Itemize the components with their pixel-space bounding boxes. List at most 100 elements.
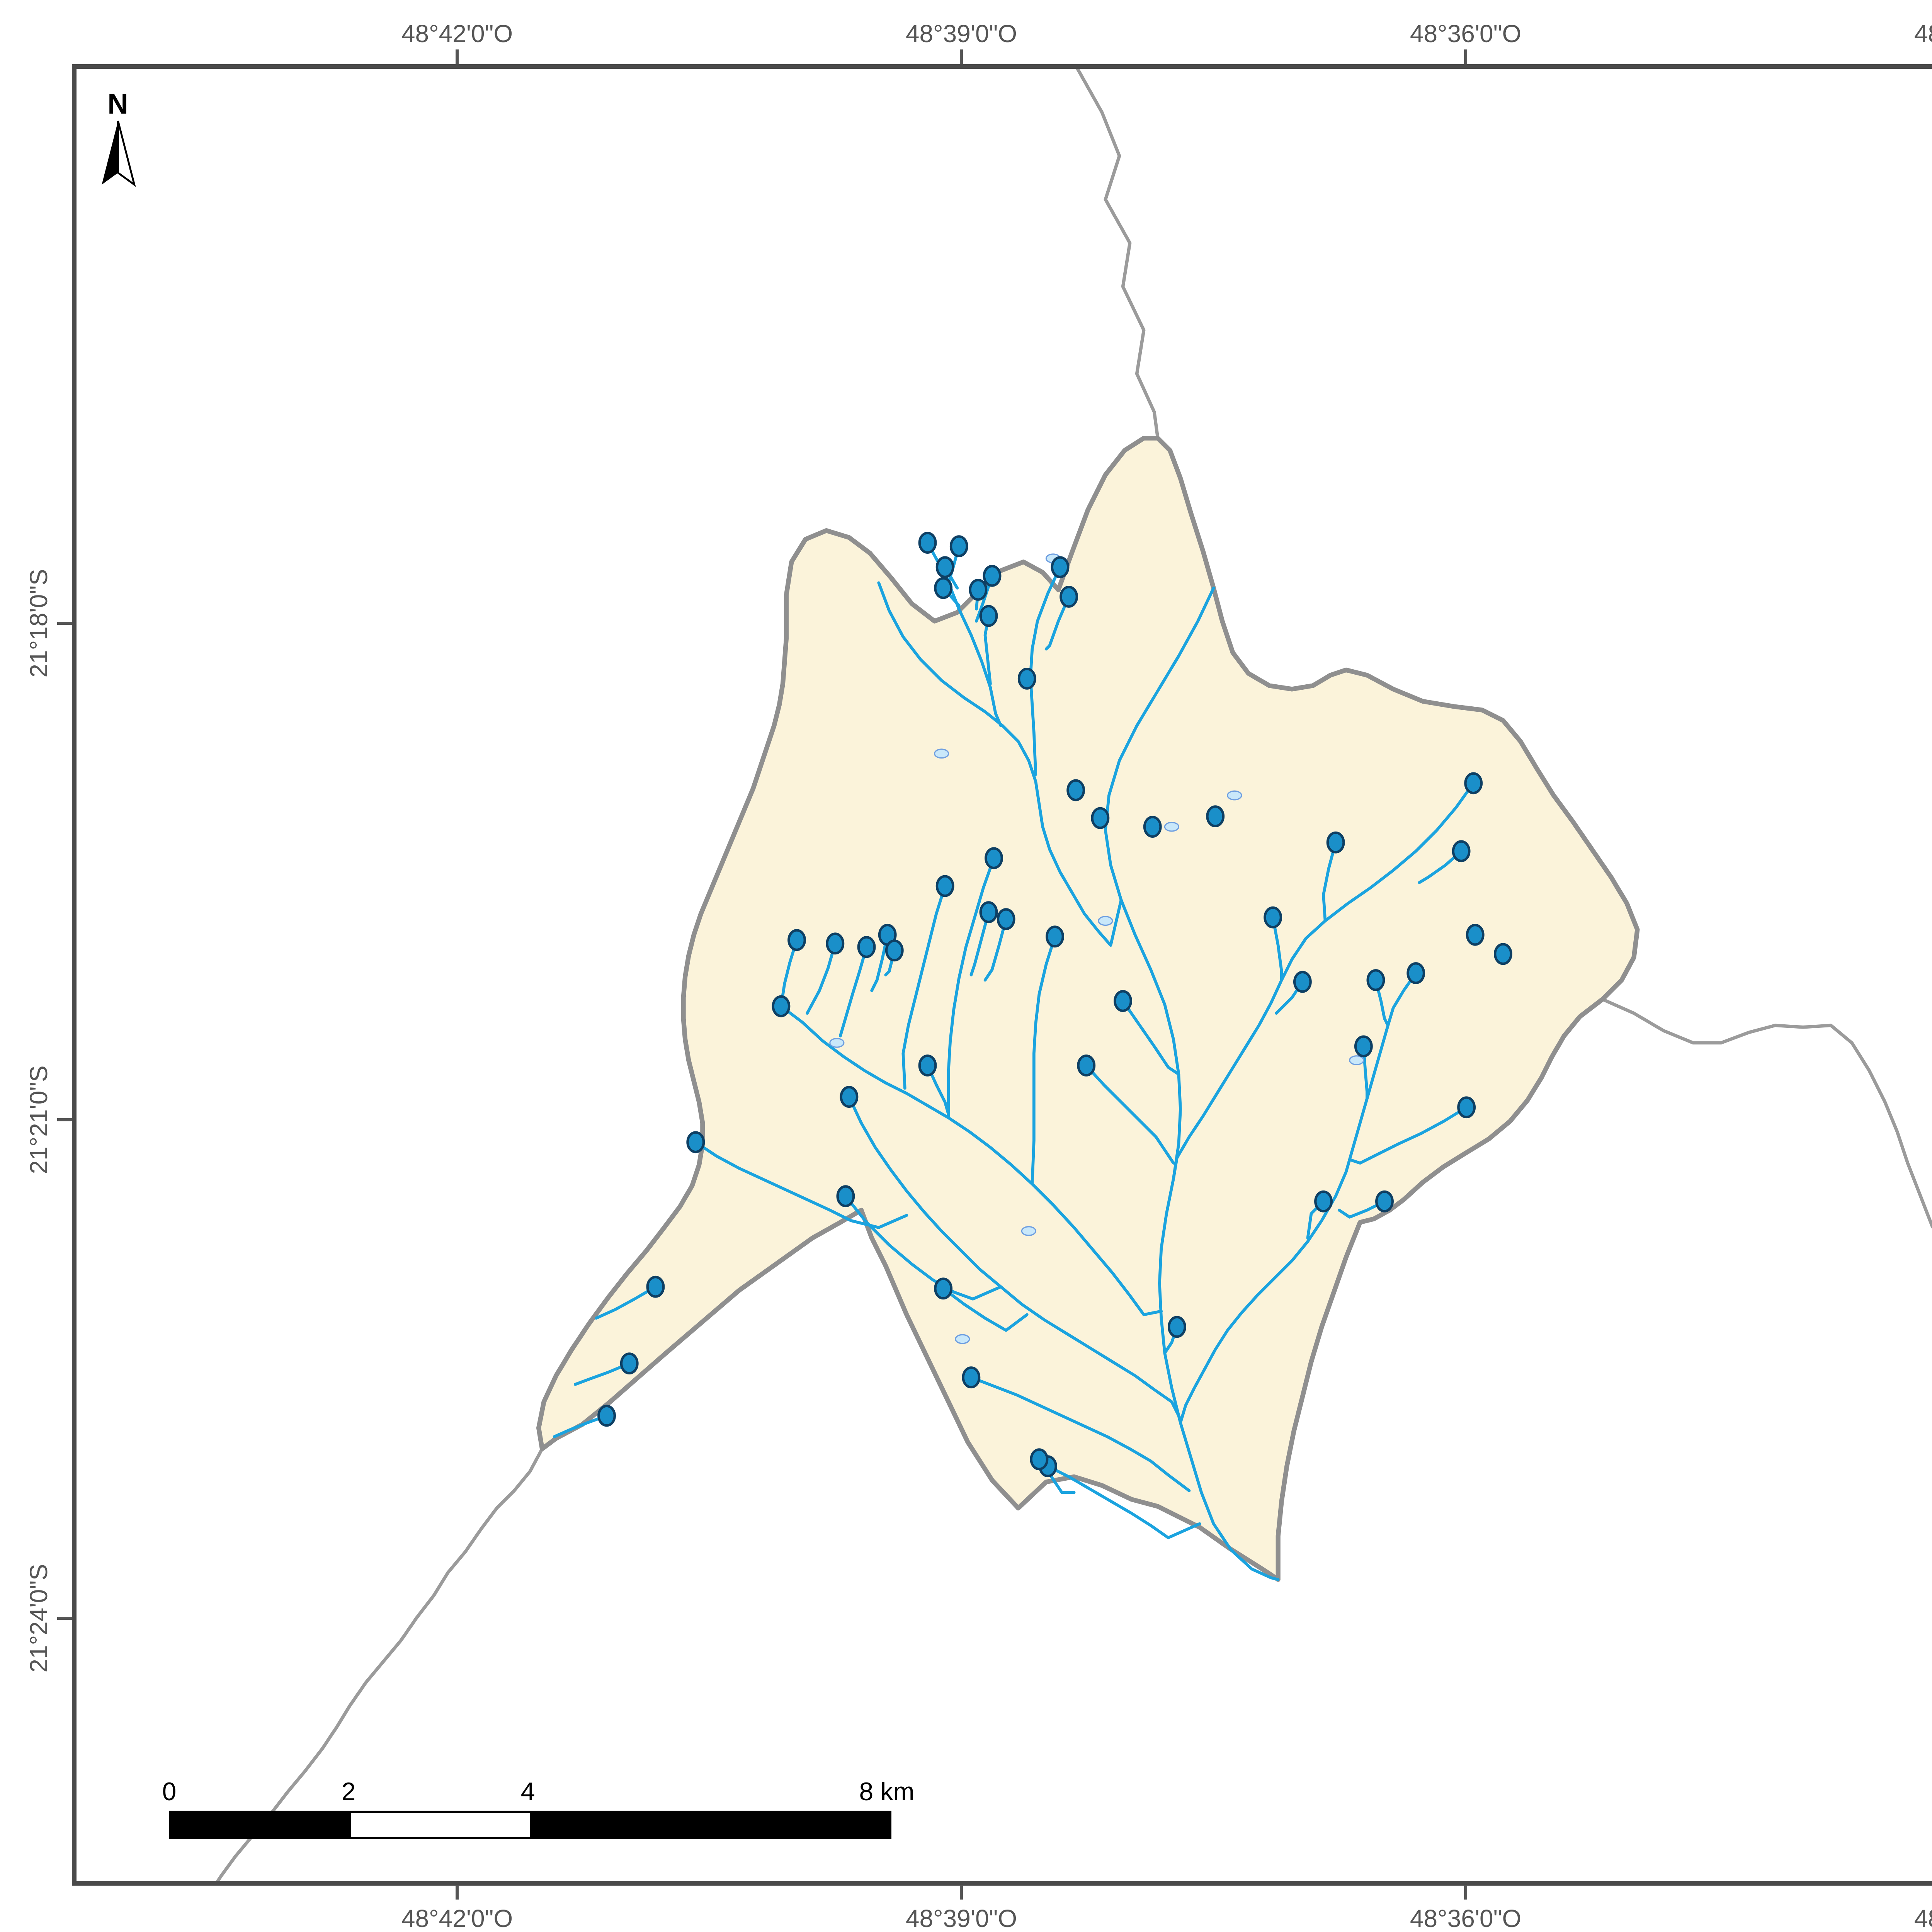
- water-body: [829, 1038, 845, 1048]
- spring-point: [934, 577, 953, 599]
- spring-point: [1206, 805, 1225, 828]
- river: [1044, 595, 1070, 651]
- river: [947, 581, 1002, 727]
- water-body: [1021, 1226, 1036, 1236]
- spring-point: [1060, 586, 1078, 608]
- spring-point: [983, 565, 1002, 587]
- tick: [456, 49, 459, 64]
- neighbor-boundary: [1076, 69, 1160, 440]
- spring-point: [620, 1352, 639, 1375]
- river: [573, 1362, 631, 1386]
- scale-label: 0: [162, 1777, 177, 1806]
- municipal-boundary: [536, 435, 1640, 1582]
- spring-point: [935, 875, 954, 897]
- scale-bar: 0 2 4 8 km: [162, 1777, 942, 1904]
- scale-label: 4: [520, 1777, 535, 1806]
- map-canvas[interactable]: N 0 2 4 8 km: [72, 64, 1932, 1886]
- spring-point: [1091, 807, 1110, 829]
- spring-point: [1066, 779, 1085, 801]
- spring-point: [1314, 1190, 1333, 1213]
- river: [779, 1005, 1163, 1316]
- spring-point: [1293, 971, 1312, 993]
- spring-point: [962, 1366, 981, 1389]
- spring-point: [1366, 969, 1385, 991]
- river: [1271, 916, 1283, 982]
- river: [1031, 935, 1056, 1185]
- tick: [57, 622, 72, 625]
- longitude-label: 48°36'0"O: [1410, 20, 1522, 48]
- spring-point: [1326, 831, 1345, 854]
- neighbor-boundary: [1600, 997, 1932, 1229]
- river: [1046, 1464, 1201, 1539]
- scale-bar-graphic: [169, 1811, 891, 1839]
- scale-segment: [351, 1813, 530, 1837]
- tick: [57, 1118, 72, 1121]
- tick: [960, 49, 963, 64]
- spring-point: [840, 1086, 859, 1108]
- spring-point: [1051, 556, 1070, 578]
- tick: [1464, 1885, 1467, 1900]
- spring-point: [918, 1054, 937, 1077]
- river: [779, 938, 798, 1008]
- spring-point: [1143, 816, 1162, 838]
- spring-point: [1264, 906, 1282, 929]
- water-body: [1227, 790, 1242, 801]
- spring-point: [1354, 1035, 1373, 1058]
- river: [942, 1287, 1029, 1332]
- spring-point: [985, 847, 1003, 869]
- river: [1348, 1105, 1468, 1165]
- river: [983, 917, 1008, 982]
- longitude-label: 48°39'0"O: [905, 20, 1017, 48]
- spring-point: [935, 556, 954, 578]
- spring-point: [836, 1185, 855, 1208]
- scale-label: 2: [341, 1777, 356, 1806]
- tick: [456, 1885, 459, 1900]
- scale-label: 8 km: [859, 1777, 915, 1806]
- longitude-label: 48°36'0"O: [1410, 1905, 1522, 1932]
- river: [1386, 971, 1418, 1027]
- spring-point: [1077, 1054, 1096, 1077]
- river: [870, 933, 889, 992]
- river: [1121, 999, 1180, 1076]
- north-label: N: [107, 88, 128, 120]
- river: [1029, 565, 1062, 776]
- river: [595, 1285, 657, 1320]
- river: [839, 946, 868, 1037]
- water-body: [1164, 821, 1180, 832]
- tick: [1464, 49, 1467, 64]
- spring-point: [1406, 962, 1425, 984]
- spring-point: [646, 1276, 665, 1298]
- spring-point: [1030, 1448, 1049, 1471]
- river: [969, 910, 990, 976]
- river: [1362, 1045, 1369, 1100]
- river: [1322, 841, 1337, 923]
- hydrography-map[interactable]: [77, 69, 1932, 1881]
- spring-point: [934, 1277, 953, 1300]
- river: [1179, 1024, 1389, 1424]
- spring-point: [826, 932, 845, 955]
- spring-point: [979, 901, 998, 923]
- spring-point: [1464, 772, 1483, 794]
- spring-point: [1452, 840, 1471, 862]
- river: [947, 857, 995, 1119]
- longitude-label: 48°39'0"O: [905, 1905, 1017, 1932]
- longitude-label: 48°33'0"O: [1914, 20, 1932, 48]
- spring-point: [1046, 925, 1064, 948]
- tick: [960, 1885, 963, 1900]
- spring-point: [949, 535, 968, 558]
- spring-point: [1466, 923, 1485, 946]
- river: [1172, 782, 1475, 1180]
- water-body: [934, 748, 949, 759]
- river: [1337, 1200, 1386, 1219]
- spring-point: [857, 936, 876, 958]
- latitude-label: 21°24'0"S: [25, 1564, 53, 1673]
- longitude-label: 48°42'0"O: [401, 20, 513, 48]
- spring-point: [969, 578, 988, 601]
- spring-point: [1375, 1190, 1394, 1213]
- river: [1104, 587, 1280, 1581]
- spring-point: [686, 1131, 705, 1153]
- river: [553, 1414, 608, 1438]
- spring-point: [885, 939, 904, 962]
- spring-point: [979, 605, 998, 627]
